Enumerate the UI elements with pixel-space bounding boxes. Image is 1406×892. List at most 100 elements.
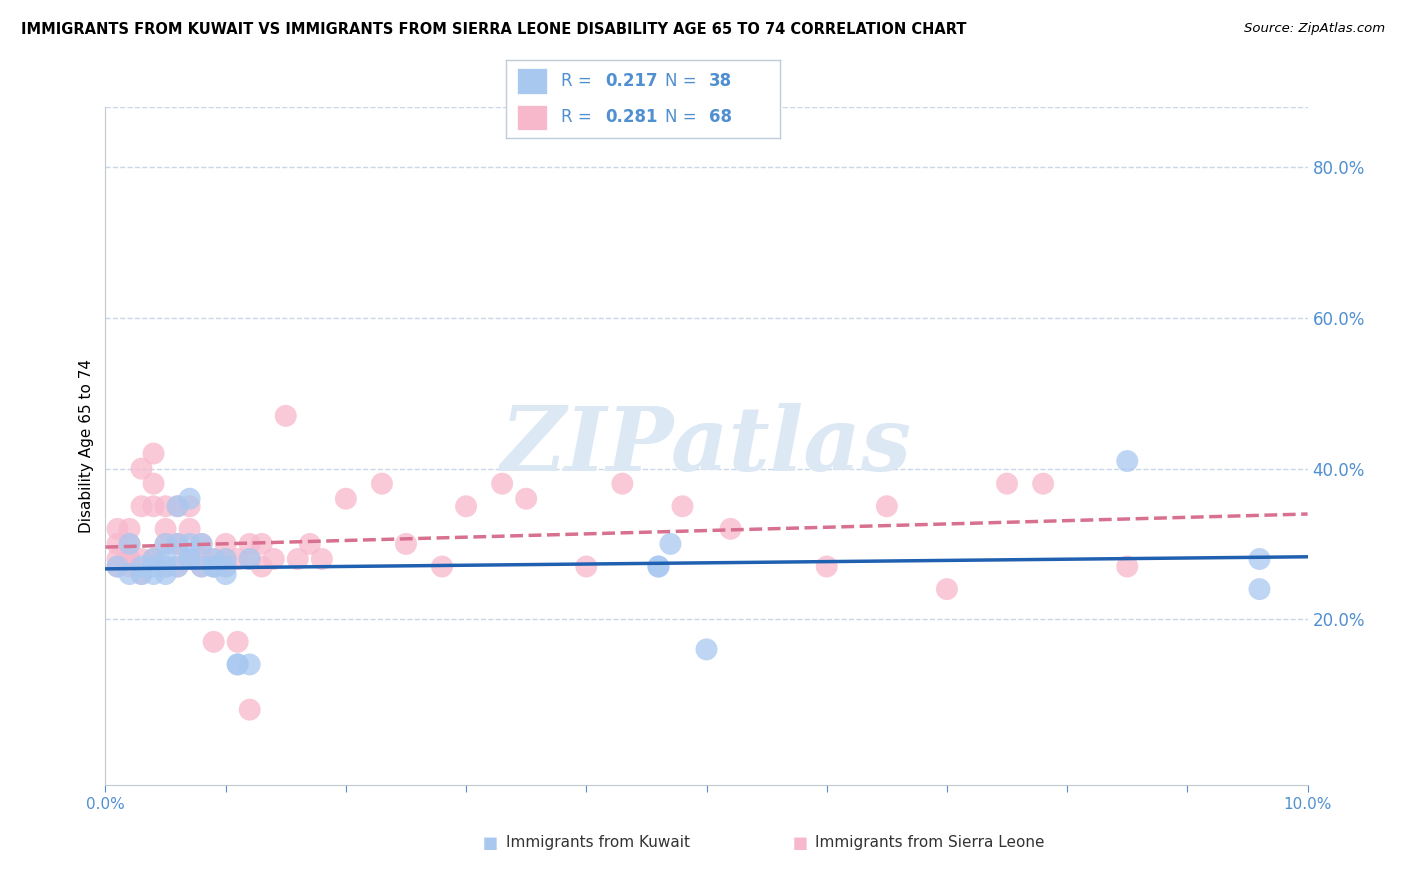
Point xyxy=(118,537,141,551)
Point xyxy=(118,552,141,566)
Point xyxy=(287,552,309,566)
Point xyxy=(214,537,236,551)
Point xyxy=(179,500,201,514)
Point xyxy=(107,552,129,566)
Point xyxy=(118,552,141,566)
Text: Source: ZipAtlas.com: Source: ZipAtlas.com xyxy=(1244,22,1385,36)
Point xyxy=(166,559,188,574)
Point xyxy=(190,537,212,551)
Point xyxy=(395,537,418,551)
Point xyxy=(1032,476,1054,491)
Point xyxy=(107,522,129,536)
Text: 0.281: 0.281 xyxy=(605,109,658,127)
Point xyxy=(190,559,212,574)
Point xyxy=(214,559,236,574)
Point xyxy=(659,537,682,551)
Text: ▪: ▪ xyxy=(792,831,808,855)
Point xyxy=(131,500,153,514)
Point xyxy=(142,567,165,582)
Point xyxy=(107,559,129,574)
Text: R =: R = xyxy=(561,71,598,89)
Point xyxy=(142,476,165,491)
Point xyxy=(131,559,153,574)
Point xyxy=(454,500,477,514)
Point xyxy=(239,552,262,566)
Text: ZIPatlas: ZIPatlas xyxy=(501,403,912,489)
Point xyxy=(118,567,141,582)
Point xyxy=(166,500,188,514)
Point xyxy=(190,552,212,566)
Text: N =: N = xyxy=(665,109,702,127)
Point xyxy=(190,559,212,574)
Point xyxy=(155,559,177,574)
Point xyxy=(311,552,333,566)
Point xyxy=(155,522,177,536)
Point xyxy=(720,522,742,536)
Point xyxy=(575,559,598,574)
Text: 0.217: 0.217 xyxy=(605,71,658,89)
Point xyxy=(274,409,297,423)
Point xyxy=(239,703,262,717)
Point xyxy=(671,500,693,514)
Point xyxy=(876,500,898,514)
Point xyxy=(118,522,141,536)
Point xyxy=(226,552,249,566)
Point xyxy=(1116,454,1139,468)
Point xyxy=(202,635,225,649)
Text: 38: 38 xyxy=(709,71,733,89)
Point xyxy=(250,537,273,551)
Point xyxy=(239,537,262,551)
Point xyxy=(239,657,262,672)
Text: Immigrants from Kuwait: Immigrants from Kuwait xyxy=(506,836,690,850)
Text: R =: R = xyxy=(561,109,598,127)
Point xyxy=(155,559,177,574)
Point xyxy=(647,559,669,574)
Point xyxy=(142,552,165,566)
Point xyxy=(142,446,165,460)
Point xyxy=(202,559,225,574)
Point xyxy=(107,537,129,551)
Point xyxy=(1116,559,1139,574)
Point xyxy=(612,476,634,491)
Point xyxy=(155,537,177,551)
Point xyxy=(142,500,165,514)
Text: Immigrants from Sierra Leone: Immigrants from Sierra Leone xyxy=(815,836,1045,850)
Point xyxy=(179,552,201,566)
Point xyxy=(371,476,394,491)
Point xyxy=(179,537,201,551)
Point xyxy=(202,552,225,566)
Point xyxy=(179,552,201,566)
Point xyxy=(166,559,188,574)
Point xyxy=(250,559,273,574)
Point xyxy=(226,657,249,672)
Point xyxy=(166,537,188,551)
Point xyxy=(118,559,141,574)
Point xyxy=(815,559,838,574)
Text: 68: 68 xyxy=(709,109,733,127)
Point xyxy=(647,559,669,574)
Point xyxy=(226,635,249,649)
Point xyxy=(179,552,201,566)
Point xyxy=(696,642,718,657)
Point xyxy=(214,567,236,582)
Point xyxy=(155,537,177,551)
Point xyxy=(995,476,1018,491)
Point xyxy=(142,559,165,574)
Text: N =: N = xyxy=(665,71,702,89)
Point xyxy=(202,559,225,574)
Point xyxy=(118,537,141,551)
Point xyxy=(214,559,236,574)
Point xyxy=(335,491,357,506)
Point xyxy=(155,552,177,566)
Point xyxy=(1249,582,1271,596)
Point xyxy=(214,552,236,566)
Point xyxy=(515,491,537,506)
Point xyxy=(131,552,153,566)
Point xyxy=(179,522,201,536)
FancyBboxPatch shape xyxy=(517,104,547,130)
Point xyxy=(107,559,129,574)
Point xyxy=(142,552,165,566)
Text: ▪: ▪ xyxy=(482,831,499,855)
Text: IMMIGRANTS FROM KUWAIT VS IMMIGRANTS FROM SIERRA LEONE DISABILITY AGE 65 TO 74 C: IMMIGRANTS FROM KUWAIT VS IMMIGRANTS FRO… xyxy=(21,22,966,37)
Point xyxy=(263,552,285,566)
